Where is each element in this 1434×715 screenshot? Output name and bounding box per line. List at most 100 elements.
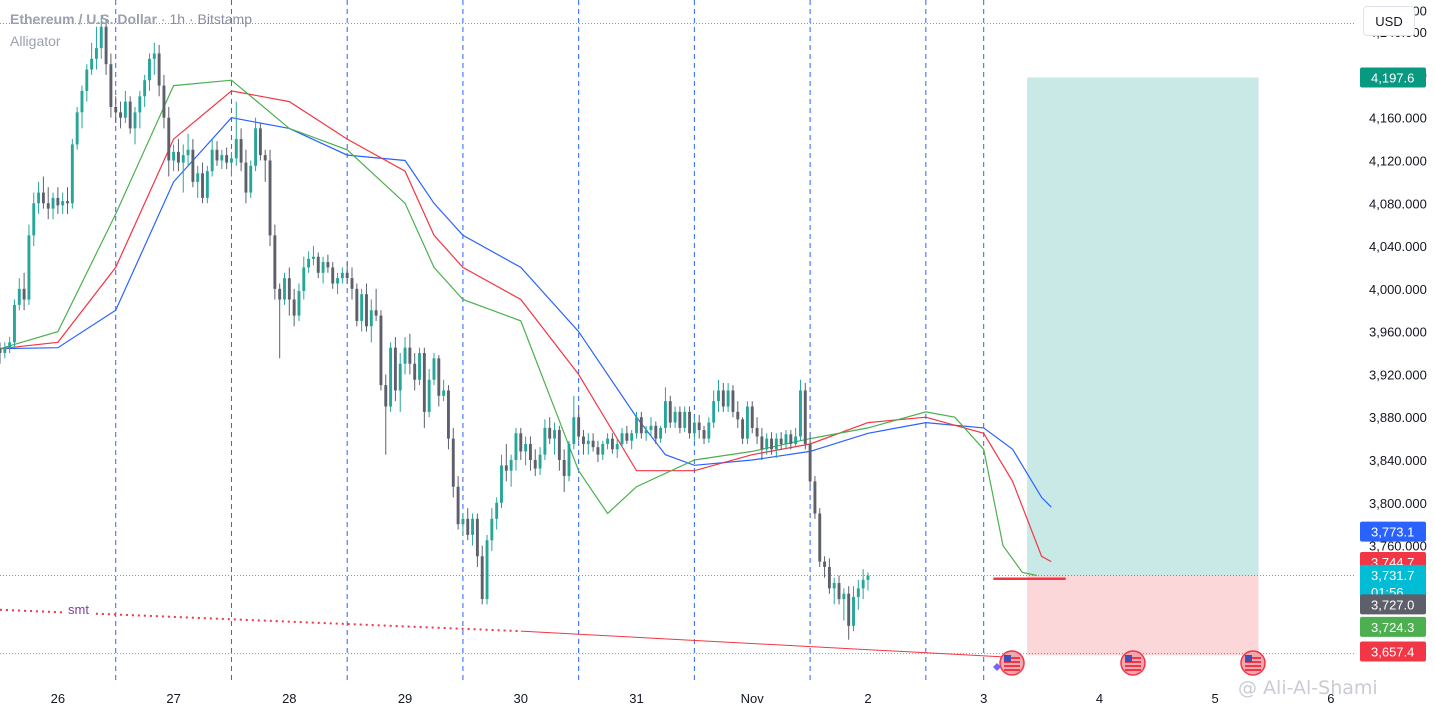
price-label-bg: [1360, 641, 1426, 662]
candle-body: [350, 278, 354, 289]
us-flag-event-icon[interactable]: [1120, 650, 1146, 676]
candle-body: [852, 596, 855, 626]
candle-body: [524, 443, 528, 452]
candle-body: [273, 235, 277, 289]
candle-body: [606, 438, 610, 444]
candle-body: [403, 347, 407, 364]
candle-body: [847, 593, 851, 626]
candle-body: [668, 401, 672, 423]
candle-body: [784, 434, 788, 444]
candle-body: [620, 433, 624, 444]
time-tick-label: 26: [51, 691, 65, 706]
candle-body: [75, 112, 79, 145]
candle-body: [827, 566, 831, 589]
candle-body: [678, 411, 682, 428]
price-label: 3,724.3: [1371, 620, 1414, 635]
candle-body: [17, 288, 21, 305]
currency-button[interactable]: USD: [1363, 6, 1415, 36]
candle-body: [504, 465, 508, 471]
candle-body: [157, 53, 161, 86]
interval-label: 1h: [169, 11, 186, 27]
time-tick-label: 27: [166, 691, 180, 706]
candle-body: [451, 438, 455, 487]
candle-body: [866, 575, 870, 580]
candle-body: [461, 518, 465, 525]
candle-body: [283, 278, 286, 300]
candle-body: [475, 518, 479, 557]
candle-body: [538, 454, 542, 469]
candle-body: [745, 406, 749, 439]
candle-body: [577, 417, 581, 437]
candle-body: [601, 443, 605, 455]
price-tick-label: 3,840.000: [1369, 453, 1427, 468]
candle-body: [765, 438, 769, 450]
indicator-label[interactable]: Alligator: [10, 33, 61, 49]
price-tick-label: 4,080.000: [1369, 196, 1427, 211]
candle-body: [615, 443, 619, 450]
candle-body: [596, 447, 600, 455]
candle-body: [225, 155, 229, 163]
time-tick-label: 6: [1327, 691, 1334, 706]
candle-body: [215, 149, 219, 161]
candle-body: [471, 518, 475, 535]
candle-body: [181, 155, 185, 163]
candle-body: [80, 90, 84, 113]
target-zone: [1027, 77, 1259, 576]
candle-body: [533, 460, 537, 469]
candle-body: [543, 427, 547, 455]
candle-body: [514, 433, 518, 460]
candle-body: [234, 139, 238, 159]
candle-body: [0, 348, 2, 354]
candle-body: [799, 390, 802, 437]
candle-body: [770, 438, 773, 450]
candle-body: [427, 379, 431, 412]
us-flag-event-icon[interactable]: [1240, 650, 1266, 676]
candle-body: [61, 201, 65, 206]
candle-body: [167, 117, 171, 161]
candle-body: [355, 288, 359, 321]
time-tick-label: Nov: [741, 691, 765, 706]
candle-body: [99, 26, 103, 49]
separator-1: ·: [157, 11, 170, 27]
candle-body: [297, 290, 301, 316]
us-flag-event-icon[interactable]: [999, 650, 1025, 676]
candle-body: [70, 144, 74, 204]
candle-body: [13, 304, 16, 343]
candle-body: [393, 347, 397, 391]
candle-body: [172, 151, 176, 161]
candle-body: [3, 347, 7, 354]
candle-body: [413, 363, 417, 380]
candle-body: [779, 438, 783, 444]
candle-body: [692, 422, 696, 434]
price-label-bg: [1360, 67, 1426, 88]
candle-body: [292, 299, 296, 316]
exchange-label: Bitstamp: [197, 11, 252, 27]
candle-body: [230, 158, 233, 163]
candle-body: [755, 427, 759, 437]
candle-body: [610, 438, 614, 450]
price-label: 3,727.0: [1371, 597, 1414, 612]
candle-body: [336, 278, 339, 284]
candle-body: [572, 417, 576, 444]
separator-2: ·: [185, 11, 198, 27]
candle-body: [702, 430, 706, 439]
candle-body: [239, 139, 243, 163]
candle-body: [567, 443, 571, 477]
candle-body: [307, 258, 311, 268]
candle-body: [389, 347, 393, 407]
candle-body: [254, 128, 258, 166]
price-tick-label: 3,800.000: [1369, 496, 1427, 511]
candle-body: [287, 278, 291, 300]
candle-body: [37, 192, 41, 204]
candle-body: [760, 436, 764, 450]
candle-body: [278, 288, 282, 300]
time-tick-label: 31: [629, 691, 643, 706]
candle-body: [56, 197, 60, 206]
price-tick-label: 3,760.000: [1369, 539, 1427, 554]
candle-body: [557, 430, 561, 460]
candle-body: [548, 427, 552, 439]
candle-body: [649, 425, 653, 431]
candle-body: [205, 171, 209, 198]
candle-body: [143, 80, 147, 97]
